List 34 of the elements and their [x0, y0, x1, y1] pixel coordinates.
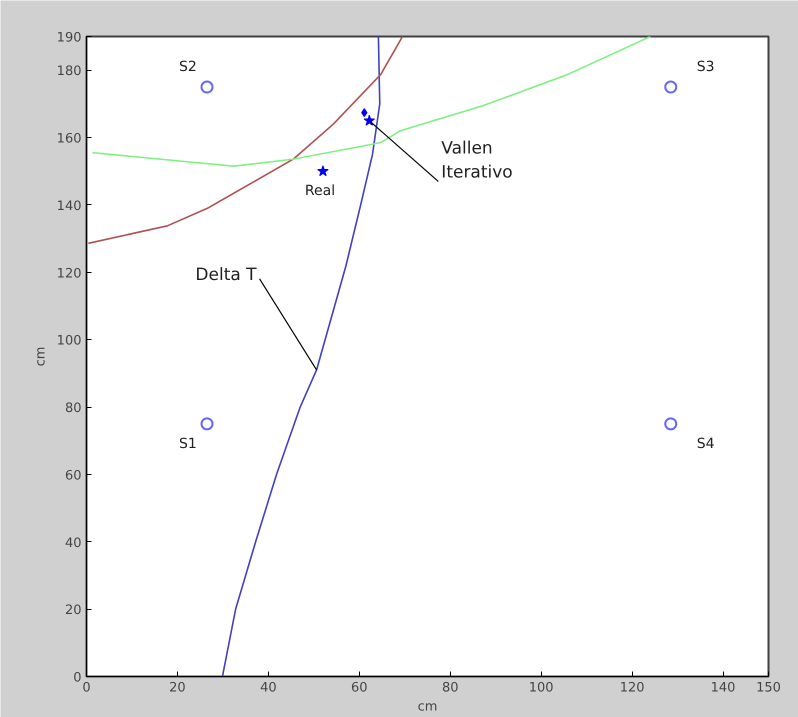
- annotation: Vallen Iterativo: [441, 138, 513, 183]
- x-tick-label: 100: [528, 680, 554, 696]
- annotation: S1: [178, 436, 197, 452]
- y-tick-label: 0: [73, 670, 82, 686]
- annotation: S2: [178, 59, 197, 76]
- x-tick-label: 150: [756, 680, 781, 696]
- x-tick-label: 140: [710, 680, 736, 696]
- annotation: Delta T: [195, 264, 258, 285]
- annotation: S3: [696, 59, 715, 76]
- line-series: [88, 36, 404, 244]
- annotation: S4: [696, 436, 715, 452]
- x-tick-label: 20: [169, 680, 186, 696]
- point: [664, 417, 678, 430]
- x-axis-title: cm: [418, 700, 438, 714]
- y-tick-label: 100: [56, 334, 82, 349]
- y-tick-label: 20: [64, 603, 82, 618]
- point: [200, 80, 214, 94]
- x-tick-label: 40: [260, 680, 277, 696]
- point: [664, 80, 678, 94]
- point: [200, 417, 214, 430]
- y-tick-label: 160: [56, 132, 82, 147]
- x-tick-label: 60: [351, 680, 368, 696]
- y-tick-label: 120: [56, 266, 82, 282]
- y-tick-label: 80: [64, 401, 82, 416]
- y-axis-title: cm: [34, 346, 49, 366]
- y-tick-label: 40: [64, 536, 82, 551]
- x-tick-label: 80: [442, 680, 459, 696]
- y-tick-label: 60: [64, 468, 82, 484]
- y-tick-label: 190: [56, 30, 82, 46]
- y-tick-label: 140: [56, 198, 82, 214]
- y-tick-label: 180: [56, 64, 82, 80]
- annotation: Real: [304, 183, 336, 200]
- x-tick-label: 120: [620, 680, 645, 696]
- point: [317, 165, 329, 176]
